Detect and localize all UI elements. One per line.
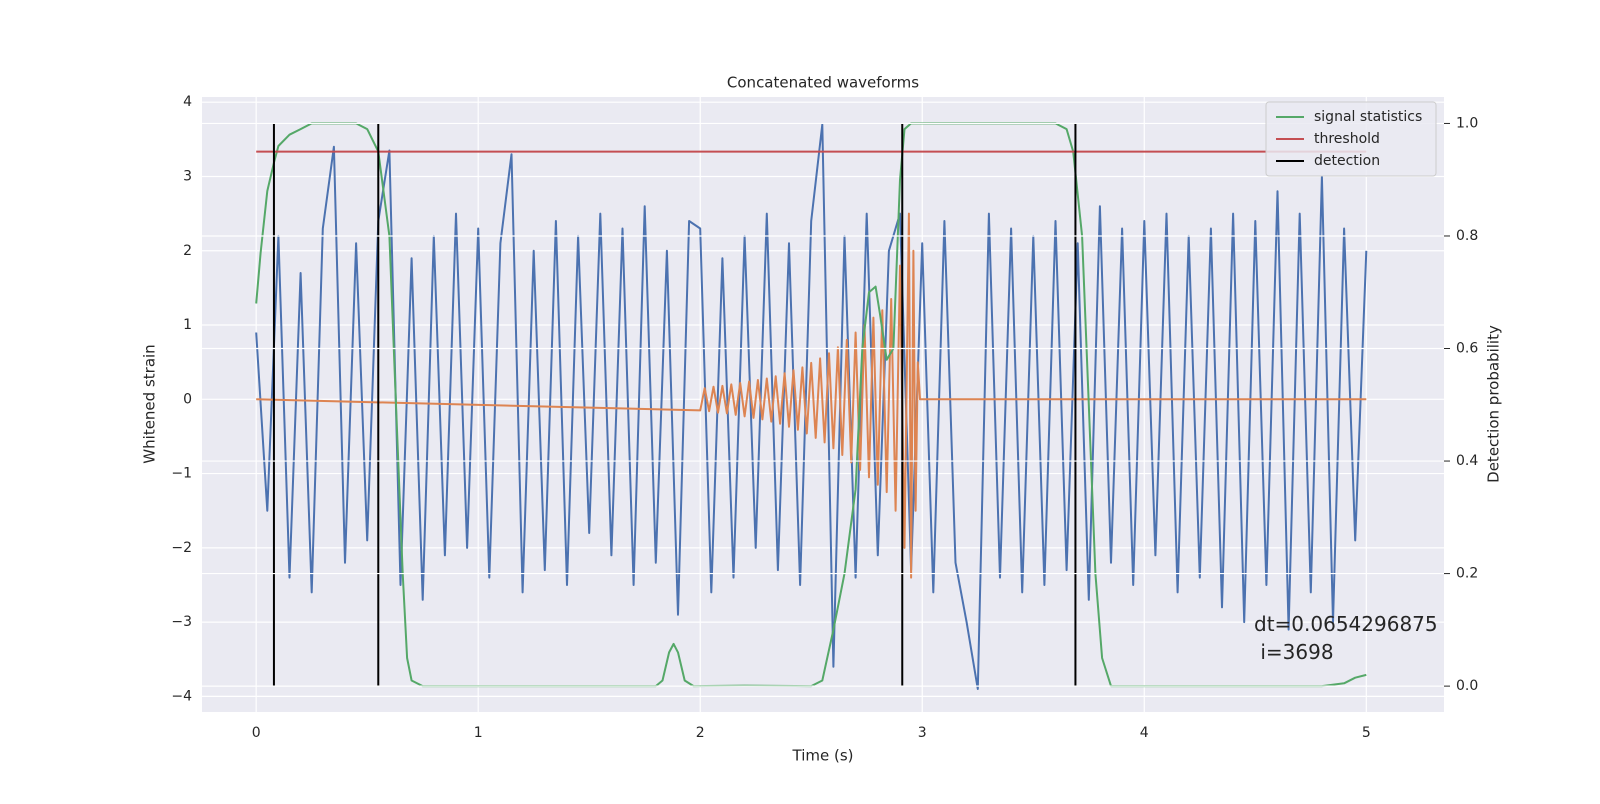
y-tick-label: −4 bbox=[171, 688, 192, 704]
x-tick-label: 5 bbox=[1362, 725, 1371, 741]
legend-box bbox=[1265, 101, 1437, 177]
y-tick-label: −2 bbox=[171, 540, 192, 556]
x-tick-label: 3 bbox=[918, 725, 927, 741]
y-tick-label: 2 bbox=[183, 243, 192, 259]
y-tick-label: 0 bbox=[183, 391, 192, 407]
y-tick-label: 4 bbox=[183, 94, 192, 110]
y2-tick-label: 0.2 bbox=[1456, 566, 1478, 582]
y2-tick-label: 0.0 bbox=[1456, 678, 1478, 694]
annotation: dt=0.0654296875 i=3698 bbox=[1254, 612, 1438, 664]
chart-title: Concatenated waveforms bbox=[727, 74, 919, 92]
x-tick-label: 0 bbox=[252, 725, 261, 741]
y2-tick-label: 1.0 bbox=[1456, 115, 1478, 131]
x-tick-label: 1 bbox=[474, 725, 483, 741]
y-tick-label: 3 bbox=[183, 168, 192, 184]
y2-tick-label: 0.6 bbox=[1456, 341, 1478, 357]
y2-axis-label: Detection probability bbox=[1485, 325, 1503, 483]
series-line bbox=[255, 123, 1368, 690]
x-axis-label: Time (s) bbox=[792, 747, 854, 765]
y-tick-label: −1 bbox=[171, 466, 192, 482]
y-tick-label: 1 bbox=[183, 317, 192, 333]
y2-tick-label: 0.4 bbox=[1456, 453, 1478, 469]
y-axis-label: Whitened strain bbox=[141, 344, 159, 463]
legend-label: threshold bbox=[1314, 131, 1380, 147]
y-tick-label: −3 bbox=[171, 614, 192, 630]
legend-label: signal statistics bbox=[1314, 109, 1422, 125]
x-tick-label: 4 bbox=[1140, 725, 1149, 741]
x-tick-label: 2 bbox=[696, 725, 705, 741]
series-line bbox=[256, 212, 1367, 579]
legend-label: detection bbox=[1314, 153, 1380, 169]
y2-tick-label: 0.8 bbox=[1456, 228, 1478, 244]
